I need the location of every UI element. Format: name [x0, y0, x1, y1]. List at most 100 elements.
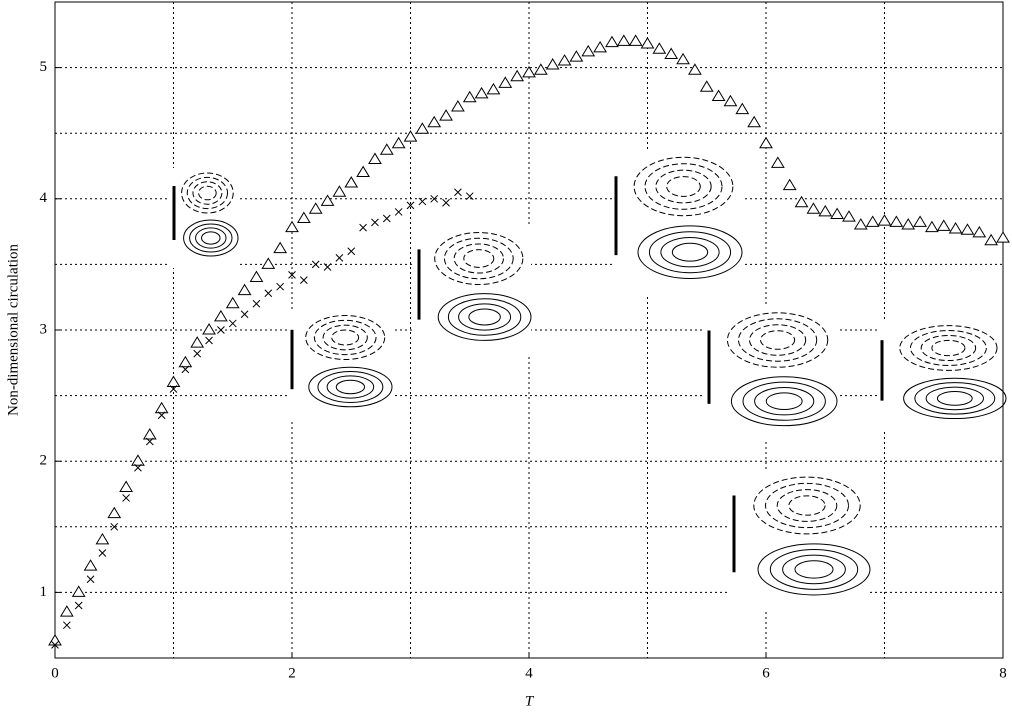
dashed-contour: [322, 324, 368, 351]
dashed-contour: [931, 339, 966, 357]
dashed-contour: [331, 329, 360, 346]
dashed-contour: [788, 495, 826, 516]
triangle-marker: [936, 219, 951, 231]
solid-contour: [794, 560, 834, 579]
solid-contour: [782, 554, 846, 585]
solid-contour: [335, 379, 366, 395]
cross-marker: [394, 208, 403, 216]
dashed-contour: [186, 176, 229, 210]
triangle-marker: [510, 69, 525, 82]
triangle-marker: [569, 50, 584, 62]
triangle-marker: [948, 222, 963, 234]
inset-contour: [878, 320, 1007, 432]
triangle-marker: [296, 211, 311, 223]
triangle-marker: [806, 202, 821, 214]
triangle-marker: [747, 115, 762, 128]
triangle-marker: [557, 54, 572, 66]
triangle-marker: [427, 115, 442, 128]
triangle-marker: [996, 231, 1010, 243]
dashed-contour: [443, 237, 514, 280]
triangle-marker: [451, 99, 465, 112]
plot-frame: [54, 1, 1004, 659]
solid-contour: [936, 391, 973, 406]
triangle-marker: [344, 176, 359, 188]
inset-background: [170, 168, 238, 268]
triangle-marker: [759, 136, 773, 149]
triangle-marker: [640, 37, 655, 49]
y-tick-label: 4: [40, 190, 48, 206]
triangle-marker: [913, 215, 927, 227]
cross-marker: [311, 260, 320, 269]
solid-contour: [308, 366, 393, 408]
cross-marker: [465, 192, 474, 201]
triangle-marker: [735, 102, 750, 115]
triangle-marker: [545, 58, 560, 70]
x-axis-label: T: [525, 693, 535, 709]
y-tick-label: 2: [40, 453, 48, 469]
y-tick-label: 5: [40, 59, 48, 75]
solid-contour: [648, 231, 732, 274]
triangle-marker: [225, 296, 240, 309]
dashed-contour: [666, 176, 701, 197]
triangle-marker: [616, 34, 631, 46]
triangle-marker: [522, 65, 536, 78]
cross-marker: [193, 349, 202, 358]
triangle-marker: [190, 336, 205, 348]
inset-contour: [612, 150, 743, 296]
dashed-contour: [198, 185, 217, 201]
cross-marker: [418, 197, 427, 206]
triangle-marker: [391, 136, 406, 149]
cross-marker: [252, 299, 261, 308]
triangle-marker: [664, 47, 679, 59]
cross-marker: [454, 188, 462, 197]
cross-marker: [181, 365, 190, 374]
triangle-marker: [107, 506, 122, 519]
triangle-marker: [593, 40, 607, 53]
solid-contour: [742, 381, 826, 421]
triangle-marker: [605, 35, 619, 48]
y-axis-label: Non-dimensional circulation: [5, 243, 21, 416]
triangle-marker: [48, 633, 62, 646]
solid-contour: [925, 386, 984, 411]
cross-marker: [442, 198, 450, 207]
x-tick-label: 6: [762, 665, 770, 681]
triangle-marker: [415, 122, 430, 134]
triangle-marker: [842, 210, 856, 222]
triangle-marker: [770, 156, 785, 168]
dashed-contour: [313, 319, 377, 356]
triangle-marker: [628, 34, 643, 46]
cross-marker: [359, 223, 367, 232]
triangle-marker: [285, 220, 299, 233]
solid-contour: [660, 236, 720, 268]
dashed-contour: [737, 318, 818, 362]
triangle-marker: [533, 63, 548, 75]
inset-background: [612, 150, 742, 296]
triangle-marker: [984, 233, 999, 246]
inset-background: [730, 470, 870, 612]
triangle-marker: [71, 585, 86, 597]
cross-marker: [51, 641, 59, 649]
cross-marker: [323, 263, 332, 271]
inset-contour: [705, 306, 838, 442]
triangle-marker: [202, 323, 216, 335]
solid-contour: [195, 227, 227, 249]
triangle-marker: [356, 165, 370, 178]
x-tick-label: 0: [51, 665, 59, 681]
triangle-marker: [652, 42, 667, 54]
cross-marker: [347, 247, 356, 256]
x-tick-label: 8: [999, 665, 1007, 681]
solid-contour: [903, 377, 1007, 420]
triangle-marker: [119, 480, 133, 492]
cross-marker: [122, 494, 130, 502]
cross-marker: [145, 437, 154, 446]
solid-contour: [201, 231, 221, 245]
triangle-marker: [498, 76, 513, 88]
dashed-contour: [434, 232, 524, 285]
dashed-contour: [192, 181, 223, 205]
cross-marker: [110, 522, 119, 531]
triangle-marker: [474, 86, 489, 99]
triangle-marker: [688, 63, 702, 75]
triangle-marker: [154, 401, 169, 414]
dashed-contour: [181, 172, 234, 214]
triangle-marker: [853, 218, 868, 230]
